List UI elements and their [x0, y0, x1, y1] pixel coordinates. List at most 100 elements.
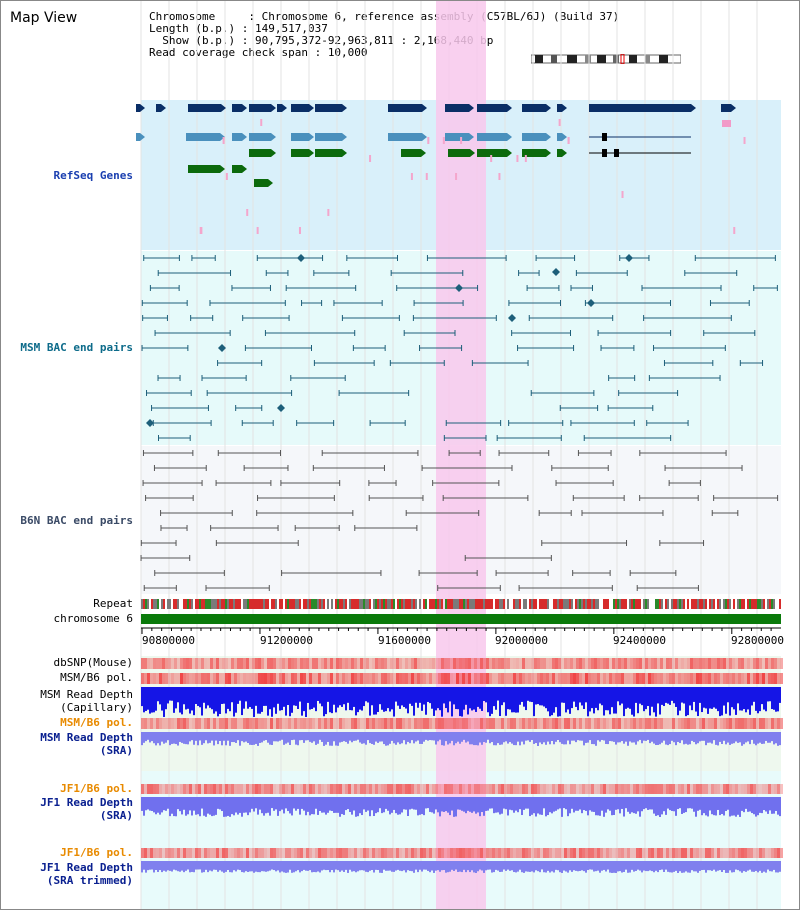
jf1-depth-sra-bar: [713, 797, 715, 816]
msm-depth-sra-bar: [505, 732, 507, 742]
label-msm-bac[interactable]: MSM BAC end pairs: [20, 341, 133, 354]
jf1-b6-pol-strip: [204, 848, 207, 858]
jf1-depth-sra-bar: [653, 797, 655, 814]
jf1-depth-sra-bar: [599, 797, 601, 816]
repeat-mark: [441, 599, 443, 609]
dbsnp-strip: [603, 658, 606, 669]
label-refseq[interactable]: RefSeq Genes: [53, 169, 133, 182]
msm-depth-sra-bar: [603, 732, 605, 741]
repeat-mark: [239, 599, 241, 609]
label-chromosome[interactable]: chromosome 6: [53, 612, 133, 625]
msm-depth-sra-bar: [717, 732, 719, 746]
msm-b6-pol-strip: [642, 673, 645, 684]
chromosome-key: Chromosome :: [149, 10, 262, 23]
jf1-depth-sra-bar: [243, 797, 245, 813]
msm-depth-capillary-bar: [429, 687, 431, 704]
msm-depth-sra-bar: [231, 732, 233, 743]
dbsnp-strip: [156, 658, 159, 669]
msm-b6-pol-strip: [717, 718, 720, 729]
label-msm-depth-sra-1[interactable]: MSM Read Depth: [40, 731, 133, 744]
repeat-mark: [151, 599, 153, 609]
jf1-b6-pol-strip: [333, 848, 336, 858]
label-b6n-bac[interactable]: B6N BAC end pairs: [20, 514, 133, 527]
jf1-b6-pol-strip: [387, 784, 390, 794]
msm-depth-capillary-bar: [361, 687, 363, 711]
jf1-depth-trim-bar: [653, 861, 655, 873]
axis-tick-label: 90800000: [142, 634, 195, 647]
msm-depth-sra-bar: [197, 732, 199, 746]
jf1-b6-pol-strip: [762, 848, 765, 858]
jf1-b6-pol-strip: [609, 784, 612, 794]
jf1-depth-sra-bar: [175, 797, 177, 817]
jf1-b6-pol-strip: [219, 848, 222, 858]
label-repeat[interactable]: Repeat: [93, 597, 133, 610]
jf1-b6-pol-strip: [666, 784, 669, 794]
repeat-mark: [621, 599, 623, 609]
repeat-mark: [747, 599, 749, 609]
msm-depth-capillary-bar: [197, 687, 199, 706]
msm-b6-pol-strip: [729, 718, 732, 729]
jf1-depth-trim-bar: [327, 861, 329, 871]
repeat-mark: [463, 599, 465, 609]
jf1-b6-pol-strip: [195, 784, 198, 794]
refseq-exon: [614, 149, 619, 157]
label-msm-b6-pol-2[interactable]: MSM/B6 pol.: [60, 716, 133, 729]
dbsnp-strip: [756, 658, 759, 669]
label-msm-b6-pol-1[interactable]: MSM/B6 pol.: [60, 671, 133, 684]
msm-b6-pol-strip: [435, 718, 438, 729]
msm-depth-sra-bar: [545, 732, 547, 745]
jf1-b6-pol-strip: [585, 784, 588, 794]
msm-b6-pol-strip: [312, 673, 315, 684]
repeat-mark: [467, 599, 469, 609]
msm-depth-sra-bar: [479, 732, 481, 743]
dbsnp-strip: [426, 658, 429, 669]
repeat-mark: [279, 599, 281, 609]
jf1-b6-pol-strip: [591, 848, 594, 858]
msm-b6-pol-strip: [681, 673, 684, 684]
jf1-b6-pol-strip: [759, 848, 762, 858]
msm-depth-capillary-bar: [339, 687, 341, 706]
jf1-depth-trim-bar: [733, 861, 735, 873]
label-msm-depth-cap-1[interactable]: MSM Read Depth: [40, 688, 133, 701]
jf1-depth-trim-bar: [227, 861, 229, 871]
msm-depth-capillary-bar: [497, 687, 499, 701]
jf1-b6-pol-strip: [264, 848, 267, 858]
dbsnp-strip: [663, 658, 666, 669]
msm-depth-capillary-bar: [709, 687, 711, 709]
msm-depth-sra-bar: [483, 732, 485, 743]
label-jf1-b6-pol-2[interactable]: JF1/B6 pol.: [60, 846, 133, 859]
msm-depth-capillary-bar: [723, 687, 725, 706]
msm-depth-capillary-bar: [727, 687, 729, 703]
label-dbsnp[interactable]: dbSNP(Mouse): [53, 656, 133, 669]
dbsnp-strip: [678, 658, 681, 669]
jf1-b6-pol-strip: [456, 848, 459, 858]
jf1-depth-trim-bar: [161, 861, 163, 873]
msm-b6-pol-strip: [477, 718, 480, 729]
label-jf1-depth-trim-1[interactable]: JF1 Read Depth: [40, 861, 133, 874]
chromosome-ideogram[interactable]: [531, 54, 681, 64]
msm-depth-sra-bar: [159, 732, 161, 746]
jf1-depth-sra-bar: [603, 797, 605, 817]
repeat-mark: [369, 599, 371, 609]
msm-b6-pol-strip: [771, 673, 774, 684]
jf1-depth-trim-bar: [621, 861, 623, 873]
msm-depth-capillary-bar: [335, 687, 337, 713]
msm-depth-capillary-bar: [583, 687, 585, 709]
jf1-b6-pol-strip: [447, 848, 450, 858]
msm-depth-capillary-bar: [703, 687, 705, 708]
msm-b6-pol-strip: [252, 673, 255, 684]
msm-b6-pol-strip: [675, 718, 678, 729]
label-jf1-depth-sra-1[interactable]: JF1 Read Depth: [40, 796, 133, 809]
label-jf1-b6-pol-1[interactable]: JF1/B6 pol.: [60, 782, 133, 795]
jf1-b6-pol-strip: [462, 848, 465, 858]
msm-b6-pol-strip: [471, 673, 474, 684]
msm-b6-pol-strip: [567, 673, 570, 684]
msm-b6-pol-strip: [159, 718, 162, 729]
jf1-depth-sra-bar: [359, 797, 361, 814]
jf1-b6-pol-strip: [150, 848, 153, 858]
jf1-depth-sra-bar: [289, 797, 291, 814]
msm-depth-capillary-bar: [183, 687, 185, 705]
repeat-mark: [183, 599, 185, 609]
repeat-mark: [433, 599, 435, 609]
